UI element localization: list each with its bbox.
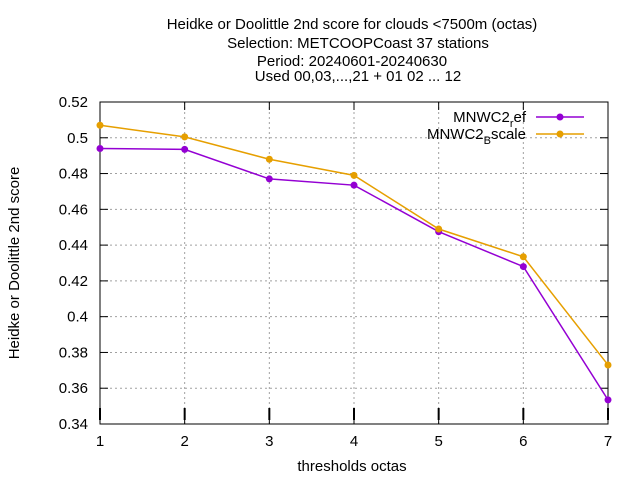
- plot-frame: [99, 101, 609, 425]
- legend-label-2: MNWC2Bscale: [427, 126, 526, 147]
- series-2-point: [435, 225, 443, 233]
- series-2-point: [265, 155, 273, 163]
- series-1-point: [519, 263, 527, 271]
- y-tick-label: 0.44: [59, 237, 88, 254]
- title-line-3: Period: 20240601-20240630: [257, 53, 447, 70]
- legend-swatch-marker-2: [556, 130, 564, 138]
- series-2-point: [350, 171, 358, 179]
- series-1-point: [265, 175, 273, 183]
- grid: [100, 102, 608, 424]
- series-1-point: [181, 145, 189, 153]
- x-axis-label: thresholds octas: [297, 458, 406, 475]
- x-tick-label: 4: [350, 433, 358, 450]
- y-tick-label: 0.48: [59, 166, 88, 183]
- series-1-point: [96, 145, 104, 153]
- title-line-4: Used 00,03,...,21 + 01 02 ... 12: [255, 68, 461, 85]
- y-tick-label: 0.34: [59, 416, 88, 433]
- series-2-point: [604, 361, 612, 369]
- series-2-point: [519, 253, 527, 261]
- y-tick-label: 0.5: [67, 130, 88, 147]
- legend-label-1: MNWC2ref: [453, 109, 527, 130]
- y-tick-label: 0.36: [59, 380, 88, 397]
- y-tick-label: 0.42: [59, 273, 88, 290]
- series-2-point: [96, 121, 104, 129]
- axis-tick-labels: 0.34 0.36 0.38 0.4 0.42 0.44 0.46 0.48 0.5 0.52 1 2…: [59, 94, 612, 450]
- y-tick-label: 0.38: [59, 344, 88, 361]
- x-tick-label: 1: [96, 433, 104, 450]
- series-2-point: [181, 133, 189, 141]
- chart-title: Heidke or Doolittle 2nd score for clouds…: [167, 16, 538, 85]
- title-line-2: Selection: METCOOPCoast 37 stations: [227, 35, 489, 52]
- series-layer: [96, 121, 612, 404]
- y-tick-label: 0.4: [67, 309, 88, 326]
- title-line-1: Heidke or Doolittle 2nd score for clouds…: [167, 16, 538, 33]
- x-tick-label: 7: [604, 433, 612, 450]
- y-axis-label: Heidke or Doolittle 2nd score: [6, 167, 23, 360]
- x-tick-label: 6: [519, 433, 527, 450]
- y-tick-label: 0.52: [59, 94, 88, 111]
- legend-swatch-marker-1: [556, 113, 564, 121]
- y-tick-label: 0.46: [59, 201, 88, 218]
- series-1-point: [604, 396, 612, 404]
- x-tick-label: 3: [265, 433, 273, 450]
- x-tick-label: 5: [434, 433, 442, 450]
- x-tick-label: 2: [180, 433, 188, 450]
- series-1-point: [350, 181, 358, 189]
